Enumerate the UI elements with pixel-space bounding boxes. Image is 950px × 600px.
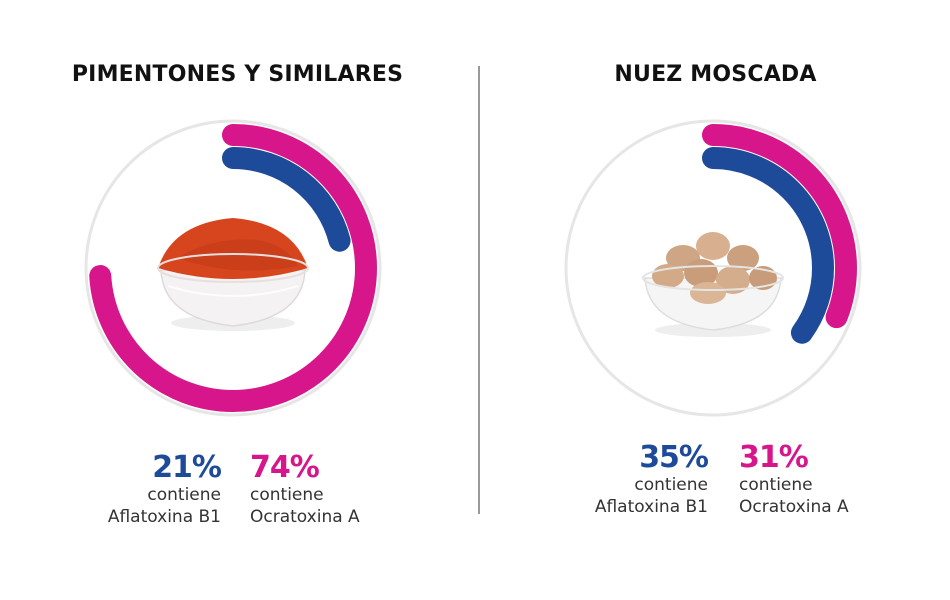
ocratoxina-arc [569, 124, 857, 412]
aflatoxina-percent: 35% [639, 440, 709, 475]
aflatoxina-arc [592, 147, 834, 389]
ocratoxina-line1: contiene [250, 485, 324, 505]
ring-track [564, 119, 862, 417]
ocratoxina-line2: Ocratoxina A [250, 507, 360, 527]
ocratoxina-arc [89, 124, 377, 412]
ocratoxina-percent: 74% [250, 450, 320, 485]
paprika-bowl-image [157, 218, 309, 331]
aflatoxina-stat: 21% contiene Aflatoxina B1 [90, 450, 222, 528]
ocratoxina-line1: contiene [739, 475, 813, 495]
ocratoxina-stat: 31% contiene Ocratoxina A [739, 442, 889, 518]
ring-track [84, 119, 382, 417]
panel-nuez-moscada: NUEZ MOSCADA 35% contiene Aflatoxina B1 … [475, 0, 950, 600]
ocratoxina-stat: 74% contiene Ocratoxina A [250, 452, 400, 528]
nutmeg-bowl-image [642, 232, 784, 337]
ocratoxina-percent: 31% [739, 440, 809, 475]
aflatoxina-percent: 21% [152, 450, 222, 485]
radial-chart-pimentones [84, 119, 382, 417]
aflatoxina-line2: Aflatoxina B1 [107, 507, 221, 527]
aflatoxina-line2: Aflatoxina B1 [594, 497, 708, 517]
aflatoxina-arc [112, 147, 354, 389]
panel-pimentones: PIMENTONES Y SIMILARES 21% contiene Afla… [71, 62, 404, 528]
aflatoxina-line1: contiene [147, 485, 221, 505]
chart-title: NUEZ MOSCADA [614, 62, 817, 87]
ocratoxina-line2: Ocratoxina A [739, 497, 849, 517]
aflatoxina-line1: contiene [634, 475, 708, 495]
radial-chart-nuez [564, 119, 862, 417]
chart-title: PIMENTONES Y SIMILARES [71, 62, 404, 87]
panel-divider [478, 66, 480, 514]
aflatoxina-stat: 35% contiene Aflatoxina B1 [560, 440, 709, 518]
